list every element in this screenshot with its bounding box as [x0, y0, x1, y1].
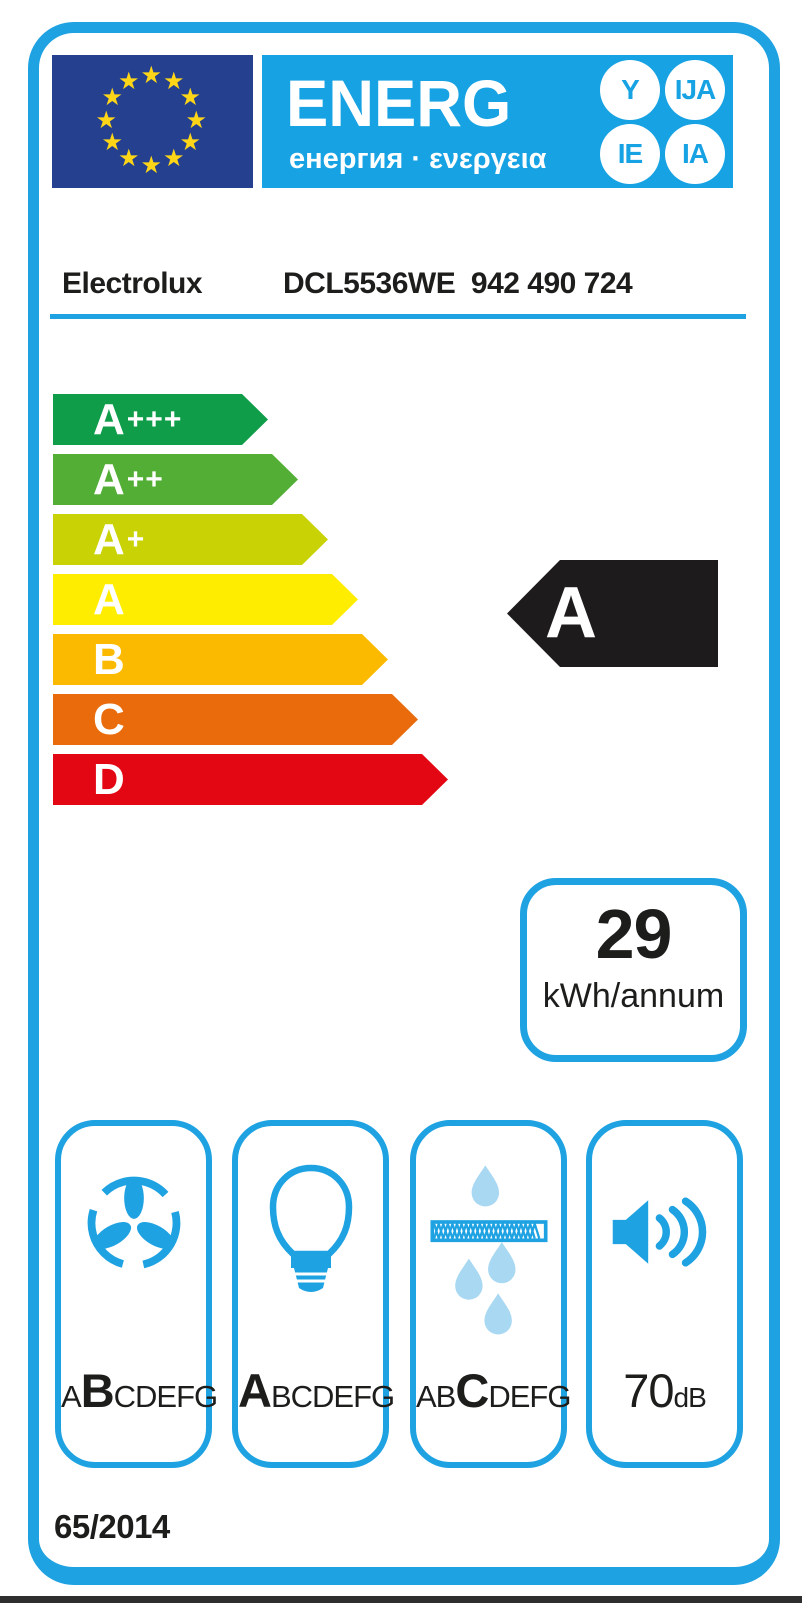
energ-subtitle: енергия · ενεργεια: [289, 143, 547, 175]
energ-language-suffixes: Y IJA IE IA: [600, 60, 725, 184]
energ-wordmark: ENERG: [286, 66, 512, 140]
eu-flag-icon: ★ ★ ★ ★ ★ ★ ★ ★ ★ ★ ★ ★: [52, 55, 253, 188]
brand-name: Electrolux: [62, 267, 203, 300]
class-letter: C: [93, 694, 125, 744]
eu-star-icon: ★: [101, 129, 124, 156]
class-suffix: ++: [126, 462, 164, 496]
rated-class-letter: A: [545, 573, 597, 653]
class-arrow-aplus: A +: [53, 514, 328, 565]
fan-efficiency-classes: ABCDEFG: [61, 1364, 218, 1417]
rated-class-arrow: A: [507, 560, 718, 667]
eu-star-icon: ★: [118, 67, 140, 95]
eu-star-icon: ★: [179, 129, 201, 156]
class-letter: D: [93, 754, 125, 804]
eu-star-icon: ★: [140, 151, 163, 179]
lighting-efficiency-classes: ABCDEFG: [238, 1364, 395, 1417]
class-suffix: +: [126, 522, 146, 556]
annual-energy-box: 29 kWh/annum: [520, 878, 747, 1062]
suffix-circle-ia: IA: [665, 124, 725, 184]
metric-box-lighting: ABCDEFG: [232, 1120, 395, 1468]
suffix-circle-ie: IE: [600, 124, 660, 184]
class-letter: A: [93, 514, 125, 564]
energ-header-panel: ENERG енергия · ενεργεια Y IJA IE IA: [262, 55, 733, 188]
annual-energy-unit: kWh/annum: [542, 977, 725, 1015]
eu-star-icon: ★: [163, 67, 185, 95]
metric-box-grease-filter: ABCDEFG: [410, 1120, 571, 1468]
class-letter: A: [93, 454, 125, 504]
grease-filter-efficiency-classes: ABCDEFG: [416, 1364, 571, 1417]
class-arrow-b: B: [53, 634, 388, 685]
model-number: DCL5536WE 942 490 724: [283, 267, 633, 300]
class-letter: A: [93, 574, 125, 624]
regulation-number: 65/2014: [54, 1508, 170, 1545]
bulb-icon: [269, 1164, 352, 1292]
class-letter: B: [93, 634, 125, 684]
eu-star-icon: ★: [118, 145, 140, 173]
eu-star-icon: ★: [101, 84, 124, 111]
annual-energy-value: 29: [595, 895, 673, 973]
class-arrow-d: D: [53, 754, 448, 805]
class-arrow-a: A: [53, 574, 358, 625]
metric-box-noise: 70dB: [586, 1120, 743, 1468]
grease-filter-icon: [429, 1165, 548, 1335]
metric-box-fan: ABCDEFG: [55, 1120, 218, 1468]
efficiency-class-scale: A +++ A ++ A + A B C D: [53, 394, 448, 814]
speaker-icon: [612, 1197, 706, 1267]
fan-icon: [87, 1176, 180, 1270]
class-letter: A: [93, 394, 125, 444]
noise-level: 70dB: [623, 1364, 707, 1417]
class-arrow-c: C: [53, 694, 418, 745]
bottom-edge-strip: [0, 1596, 802, 1603]
class-arrow-a2plus: A ++: [53, 454, 298, 505]
suffix-circle-y: Y: [600, 60, 660, 120]
eu-star-icon: ★: [185, 106, 208, 134]
eu-star-icon: ★: [179, 84, 201, 111]
divider-rule: [50, 314, 746, 319]
class-suffix: +++: [126, 402, 183, 436]
suffix-circle-ija: IJA: [665, 60, 725, 120]
eu-star-icon: ★: [163, 145, 185, 173]
eu-star-icon: ★: [140, 61, 163, 89]
eu-star-icon: ★: [95, 106, 118, 134]
class-arrow-a3plus: A +++: [53, 394, 268, 445]
